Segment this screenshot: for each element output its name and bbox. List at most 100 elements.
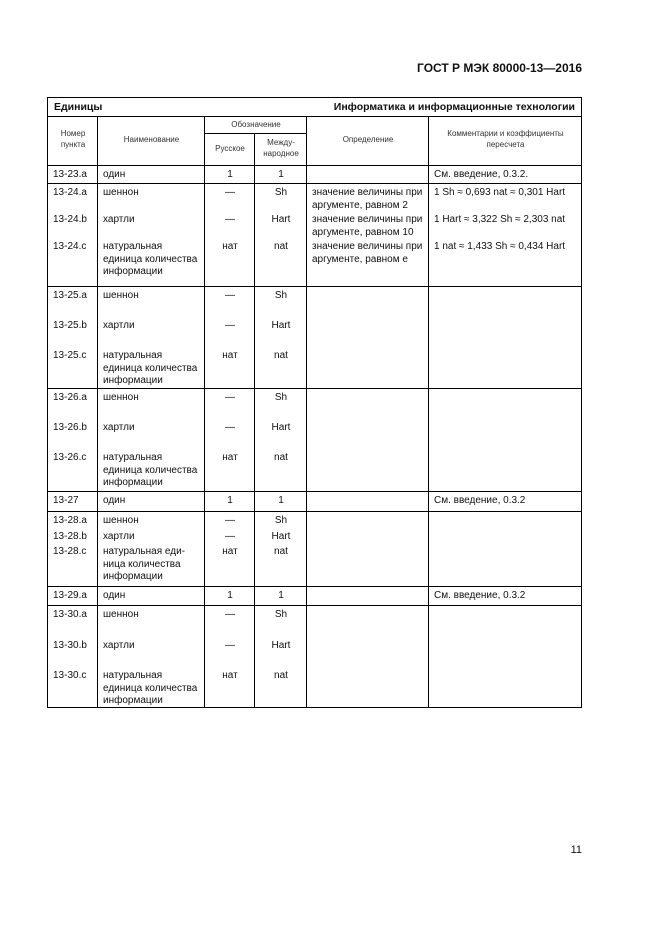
cell-name: один	[103, 590, 126, 601]
cell-intl: Hart	[271, 214, 291, 225]
column-divider	[254, 133, 255, 707]
cell-num: 13-28.a	[53, 515, 87, 526]
cell-num: 13-27	[53, 495, 79, 506]
cell-intl: Hart	[271, 422, 291, 433]
cell-ru: нат	[222, 452, 238, 463]
cell-intl: nat	[274, 241, 288, 252]
cell-intl: Sh	[274, 515, 288, 526]
row-divider	[48, 586, 581, 587]
cell-ru: 1	[227, 169, 233, 180]
cell-ru: нат	[222, 670, 238, 681]
cell-name: натуральная единица количества информаци…	[103, 350, 198, 386]
row-divider	[48, 605, 581, 606]
cell-name: хартли	[103, 531, 135, 542]
cell-comment: 1 nat ≈ 1,433 Sh ≈ 0,434 Hart	[434, 241, 566, 252]
cell-name: один	[103, 169, 126, 180]
col-number: Номер пункта	[60, 129, 86, 149]
cell-name: натуральная единица количества информаци…	[103, 452, 198, 488]
col-international: Между-народное	[263, 138, 299, 158]
cell-num: 13-24.a	[53, 187, 87, 198]
col-designation: Обозначение	[231, 120, 281, 129]
table-title-right: Информатика и информационные технологии	[333, 101, 575, 113]
column-divider	[97, 116, 98, 707]
cell-intl: Sh	[274, 609, 288, 620]
cell-def: значение величины при аргументе, равном …	[312, 241, 423, 265]
cell-ru: —	[225, 422, 235, 433]
cell-intl: nat	[274, 350, 288, 361]
cell-ru: —	[225, 320, 235, 331]
cell-name: хартли	[103, 640, 135, 651]
cell-name: натуральная единица количества информаци…	[103, 670, 198, 706]
cell-comment: 1 Sh ≈ 0,693 nat ≈ 0,301 Hart	[434, 187, 566, 198]
cell-num: 13-25.c	[53, 350, 87, 361]
row-divider	[48, 511, 581, 512]
cell-num: 13-29.a	[53, 590, 87, 601]
page-number: 11	[570, 844, 582, 856]
cell-ru: —	[225, 290, 235, 301]
cell-num: 13-25.a	[53, 290, 87, 301]
units-table: Единицы Информатика и информационные тех…	[47, 97, 582, 708]
cell-intl: nat	[274, 452, 288, 463]
cell-intl: Sh	[274, 290, 288, 301]
row-divider	[48, 183, 581, 184]
cell-intl: Hart	[271, 640, 291, 651]
column-divider	[428, 116, 429, 707]
row-divider	[48, 165, 581, 166]
cell-ru: 1	[227, 590, 233, 601]
cell-num: 13-26.c	[53, 452, 87, 463]
cell-name: хартли	[103, 422, 135, 433]
cell-intl: Sh	[274, 392, 288, 403]
cell-num: 13-24.b	[53, 214, 87, 225]
col-comments: Комментарии и коэффициенты пересчета	[447, 129, 564, 149]
cell-ru: —	[225, 515, 235, 526]
cell-num: 13-30.c	[53, 670, 87, 681]
cell-name: хартли	[103, 320, 135, 331]
cell-comment: 1 Hart ≈ 3,322 Sh ≈ 2,303 nat	[434, 214, 566, 225]
cell-name: шеннон	[103, 392, 139, 403]
cell-ru: —	[225, 214, 235, 225]
cell-name: шеннон	[103, 290, 139, 301]
cell-intl: 1	[278, 495, 284, 506]
cell-name: натуральная еди-ница количества информац…	[103, 546, 185, 582]
col-definition: Определение	[342, 135, 394, 144]
document-id: ГОСТ Р МЭК 80000-13—2016	[417, 61, 582, 75]
cell-num: 13-28.c	[53, 546, 87, 557]
cell-intl: 1	[278, 169, 284, 180]
cell-comment: См. введение, 0.3.2.	[434, 169, 529, 180]
cell-num: 13-25.b	[53, 320, 87, 331]
cell-num: 13-26.a	[53, 392, 87, 403]
cell-ru: —	[225, 609, 235, 620]
cell-name: хартли	[103, 214, 135, 225]
cell-intl: 1	[278, 590, 284, 601]
cell-def: значение величины при аргументе, равном …	[312, 214, 423, 238]
col-name: Наименование	[123, 135, 180, 144]
col-russian: Русское	[215, 144, 245, 153]
cell-ru: нат	[222, 241, 238, 252]
cell-ru: нат	[222, 546, 238, 557]
cell-intl: Sh	[274, 187, 288, 198]
column-divider	[306, 116, 307, 707]
cell-num: 13-30.b	[53, 640, 87, 651]
column-divider	[204, 116, 205, 707]
cell-ru: нат	[222, 350, 238, 361]
row-divider	[48, 388, 581, 389]
cell-comment: См. введение, 0.3.2	[434, 495, 526, 506]
cell-ru: —	[225, 392, 235, 403]
cell-name: один	[103, 495, 126, 506]
cell-comment: См. введение, 0.3.2	[434, 590, 526, 601]
cell-num: 13-26.b	[53, 422, 87, 433]
cell-intl: nat	[274, 546, 288, 557]
cell-name: натуральная единица количества информаци…	[103, 241, 198, 277]
cell-intl: Hart	[271, 531, 291, 542]
cell-ru: —	[225, 640, 235, 651]
table-title-left: Единицы	[54, 101, 103, 113]
cell-ru: 1	[227, 495, 233, 506]
row-divider	[48, 491, 581, 492]
cell-num: 13-28.b	[53, 531, 87, 542]
cell-num: 13-30.a	[53, 609, 87, 620]
cell-intl: nat	[274, 670, 288, 681]
cell-num: 13-23.a	[53, 169, 87, 180]
cell-name: шеннон	[103, 187, 139, 198]
cell-intl: Hart	[271, 320, 291, 331]
